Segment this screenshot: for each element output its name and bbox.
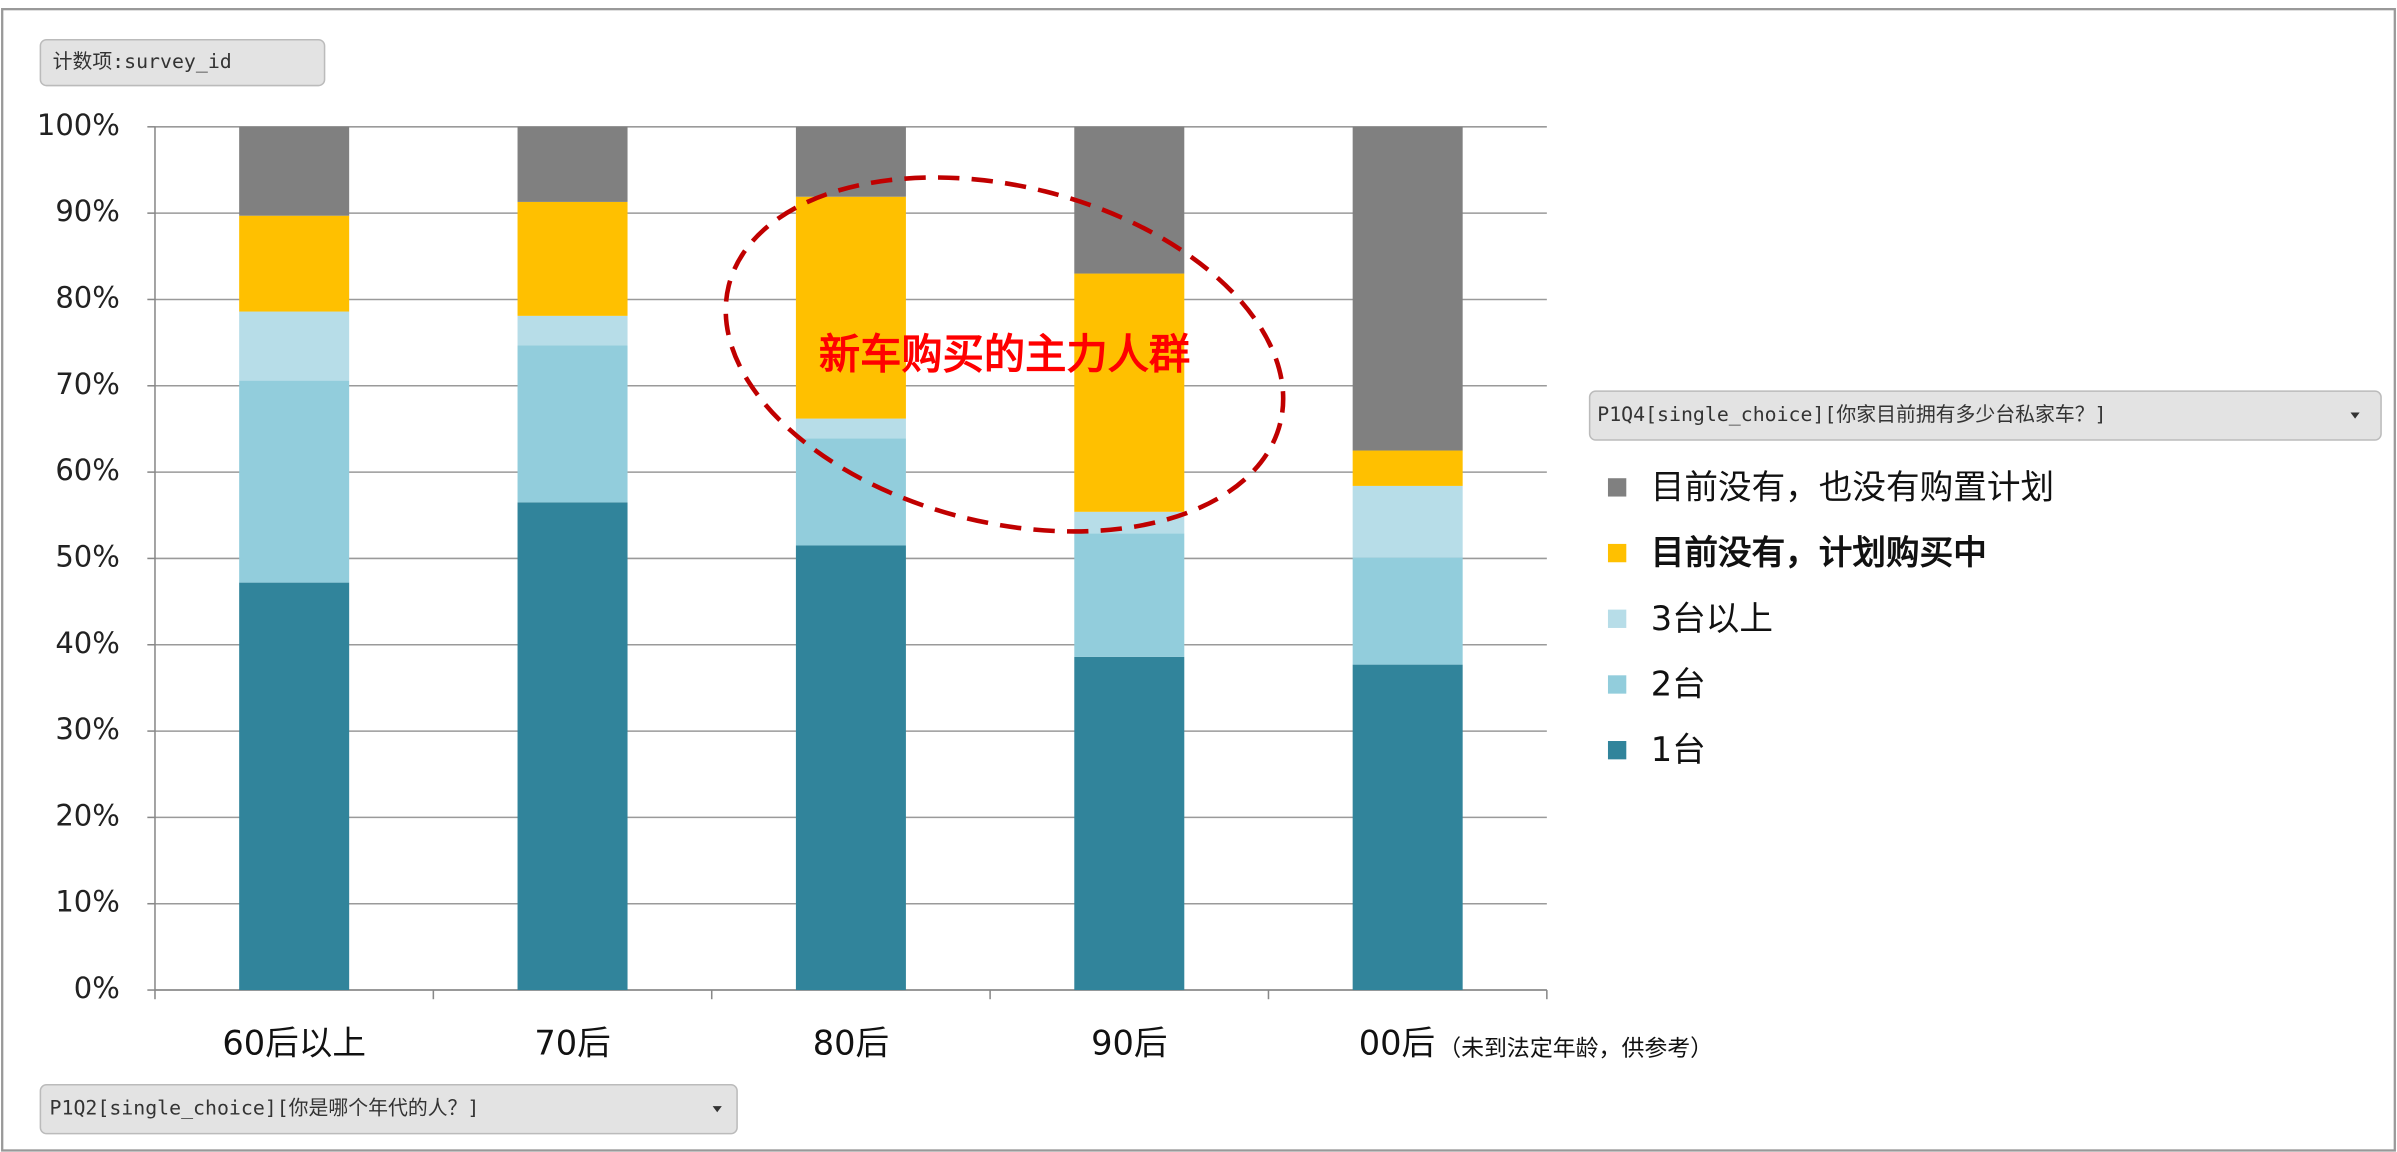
bar-segment xyxy=(517,201,628,316)
dropdown-arrow xyxy=(2350,412,2360,419)
bar-segment xyxy=(1352,126,1463,451)
bar-segment xyxy=(517,315,628,346)
y-tick-label: 40% xyxy=(55,626,120,660)
bar-segment xyxy=(517,502,628,991)
y-tick-label: 10% xyxy=(55,885,120,919)
bar-segment xyxy=(1352,485,1463,558)
bar-segment xyxy=(239,380,350,583)
y-tick-label: 100% xyxy=(37,108,120,142)
frame xyxy=(1,8,2396,1152)
y-tick-label: 90% xyxy=(55,194,120,228)
bar-segment xyxy=(1074,511,1185,534)
bar-segment xyxy=(1352,664,1463,991)
x-tick-label: 70后 xyxy=(534,1024,610,1063)
bar-segment xyxy=(1352,557,1463,665)
legend-label: 1台 xyxy=(1651,730,1706,769)
legend-swatch xyxy=(1607,675,1627,694)
bar-segment xyxy=(517,126,628,202)
bar-segment xyxy=(795,196,906,419)
bar-segment xyxy=(1074,273,1185,512)
dropdown-arrow xyxy=(712,1106,722,1113)
legend-label: 2台 xyxy=(1651,665,1706,704)
category-note: （未到法定年龄，供参考） xyxy=(1438,1036,1713,1062)
bar-segment xyxy=(795,545,906,991)
y-tick-label: 50% xyxy=(55,539,120,573)
bar-segment xyxy=(239,126,350,216)
y-tick-label: 20% xyxy=(55,798,120,832)
bar-segment xyxy=(239,215,350,312)
plot: 0% 10% 20% 30% 40% 50% 60% 70% 80% 90% 100% 60后以上 70… xyxy=(37,108,2054,1063)
bar-segment xyxy=(1074,533,1185,657)
bar-segment xyxy=(1352,450,1463,486)
y-tick-label: 80% xyxy=(55,280,120,314)
y-tick-label: 0% xyxy=(74,971,120,1005)
y-tick-label: 30% xyxy=(55,712,120,746)
legend-swatch xyxy=(1607,609,1627,628)
value-field-button[interactable] xyxy=(39,38,326,87)
bar-segment xyxy=(239,311,350,381)
axis-field-button[interactable] xyxy=(39,1084,738,1135)
y-tick-label: 70% xyxy=(55,367,120,401)
legend-swatch xyxy=(1607,741,1627,760)
bar-segment xyxy=(517,345,628,503)
x-tick-label: 90后 xyxy=(1091,1024,1167,1063)
x-tick-label: 80后 xyxy=(813,1024,889,1063)
legend-field-label: P1Q4[single_choice][你家目前拥有多少台私家车？] xyxy=(1597,403,2106,426)
legend-label: 目前没有，计划购买中 xyxy=(1651,533,1987,572)
legend-label: 目前没有，也没有购置计划 xyxy=(1651,467,2054,506)
bar-segment xyxy=(1074,656,1185,991)
x-tick-label: 60后以上 xyxy=(222,1024,366,1063)
y-tick-label: 60% xyxy=(55,453,120,487)
value-field-label: 计数项:survey_id xyxy=(53,50,232,73)
bar-segment xyxy=(239,582,350,991)
bar-segment xyxy=(1074,126,1185,274)
legend-field-button[interactable] xyxy=(1588,390,2382,441)
legend-swatch xyxy=(1607,543,1627,563)
axis-field-label: P1Q2[single_choice][你是哪个年代的人？] xyxy=(50,1097,480,1120)
legend-label: 3台以上 xyxy=(1651,599,1773,638)
bar-segment xyxy=(795,418,906,439)
annotation: 新车购买的主力人群 xyxy=(819,331,1190,379)
legend-swatch xyxy=(1607,478,1627,497)
x-tick-label: 00后 xyxy=(1359,1024,1435,1063)
